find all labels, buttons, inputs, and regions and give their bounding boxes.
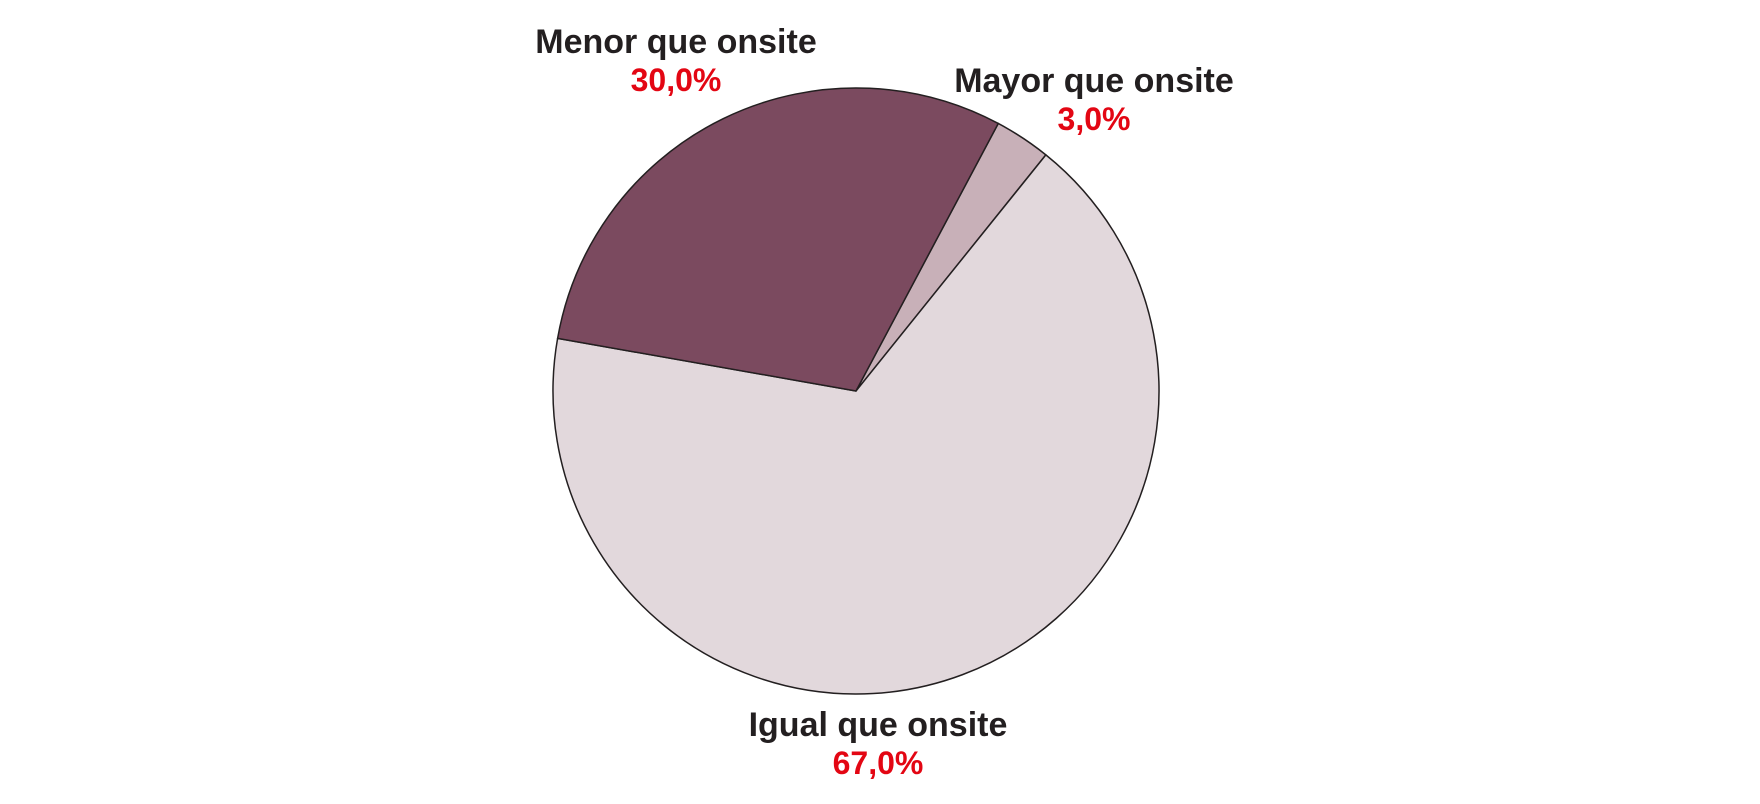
slice-label-name-menor: Menor que onsite <box>535 23 816 61</box>
slice-label-value-menor: 30,0% <box>631 62 722 98</box>
slice-label-value-mayor: 3,0% <box>1058 101 1131 137</box>
pie-labels: Menor que onsite 30,0% Mayor que onsite … <box>535 23 1234 781</box>
pie-slice-menor-que-onsite <box>556 87 999 392</box>
pie-slices <box>552 87 1160 695</box>
pie-slice-igual-que-onsite <box>552 154 1160 695</box>
slice-label-name-igual: Igual que onsite <box>749 706 1008 744</box>
slice-label-value-igual: 67,0% <box>833 745 924 781</box>
slice-label-name-mayor: Mayor que onsite <box>954 62 1234 100</box>
